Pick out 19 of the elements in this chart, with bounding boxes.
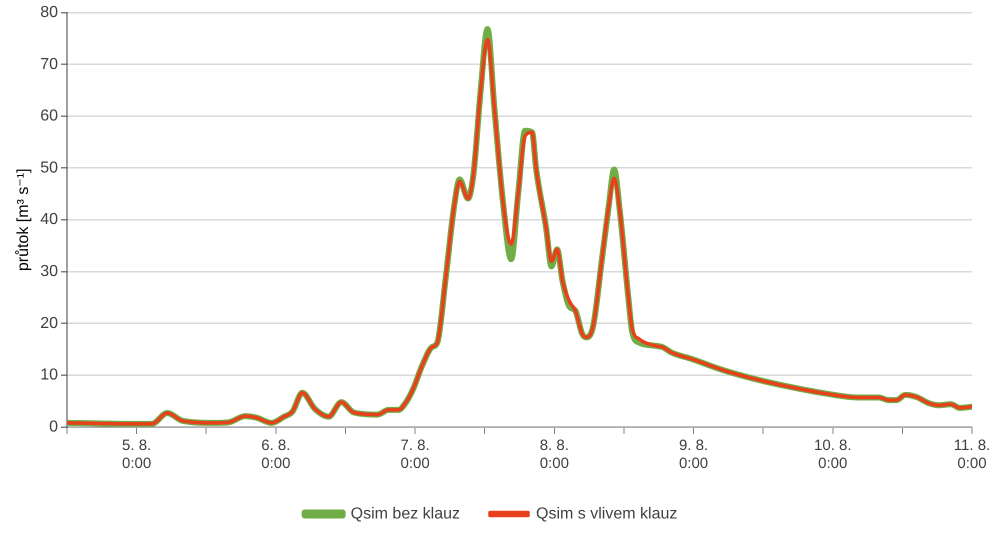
y-tick-label: 60 xyxy=(40,108,58,125)
y-axis-title: průtok [m³ s⁻¹] xyxy=(15,168,32,272)
y-tick-label: 0 xyxy=(49,418,58,436)
x-tick-label: 5. 8. 0:00 xyxy=(122,437,152,472)
y-tick-label: 40 xyxy=(40,211,58,228)
x-tick-label: 10. 8. 0:00 xyxy=(814,437,852,472)
x-tick-label: 9. 8. 0:00 xyxy=(678,437,708,472)
legend-label: Qsim s vlivem klauz xyxy=(536,505,678,522)
x-tick-label: 6. 8. 0:00 xyxy=(261,437,290,472)
y-tick-label: 50 xyxy=(40,159,58,176)
x-tick-label: 11. 8. 0:00 xyxy=(954,437,990,472)
y-tick-label: 20 xyxy=(40,314,58,332)
y-tick-label: 70 xyxy=(40,56,58,73)
y-tick-label: 10 xyxy=(40,366,58,384)
y-tick-label: 80 xyxy=(40,4,58,22)
y-tick-label: 30 xyxy=(40,263,58,280)
x-tick-label: 7. 8. 0:00 xyxy=(400,437,430,472)
x-tick-label: 8. 8. 0:00 xyxy=(540,437,569,472)
legend-label: Qsim bez klauz xyxy=(350,505,460,522)
